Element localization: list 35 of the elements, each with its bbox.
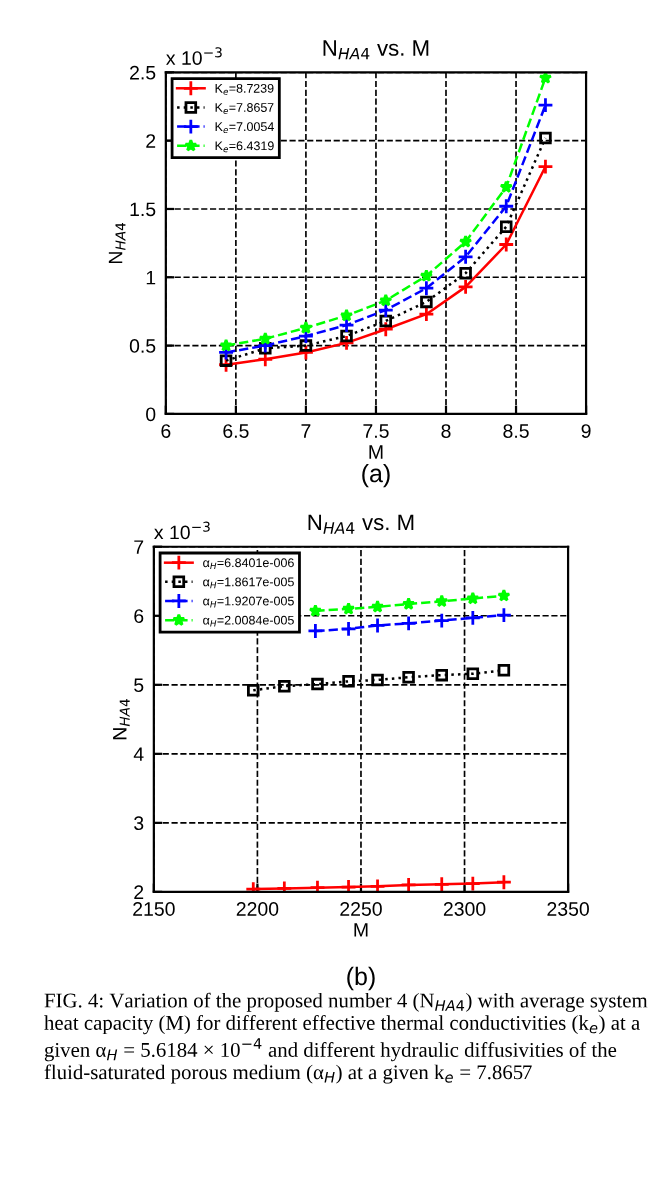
x-tick-label: 2200 — [236, 902, 279, 916]
x-tick-label: 2350 — [547, 902, 589, 916]
x-tick-label: 6 — [161, 424, 171, 438]
x-tick-label: 8 — [441, 424, 451, 438]
text: x 10$^{−3}$ — [166, 47, 222, 65]
y-tick-label: 7 — [134, 540, 144, 554]
y-tick-label: 2.5 — [130, 65, 156, 80]
y-axis-title: N$_{HA4}$ — [108, 222, 126, 264]
x-axis-title: M — [369, 445, 383, 459]
x-tick-label: 8.5 — [503, 424, 529, 438]
x-axis-title: M — [354, 923, 368, 937]
y-tick-label: 3 — [134, 816, 144, 831]
y-tick-label: 4 — [133, 747, 144, 761]
x-tick-label: 6.5 — [223, 424, 249, 438]
chart-title: N$_{HA4}$ vs. M — [308, 514, 414, 534]
y-tick-label: 5 — [134, 678, 144, 693]
y-tick-label: 2 — [134, 885, 144, 899]
y-tick-label: 1.5 — [130, 202, 156, 217]
y-axis-title: N$_{HA4}$ — [113, 699, 130, 740]
x-tick-label: 2300 — [443, 902, 486, 916]
x-tick-label: 2250 — [340, 902, 382, 916]
y-tick-label: 1 — [146, 270, 156, 285]
y-tick-label: 0.5 — [129, 339, 156, 353]
text: (b) — [347, 966, 375, 991]
y-tick-label: 2 — [146, 134, 156, 148]
y-tick-label: 0 — [146, 407, 156, 422]
chart-title: N$_{HA4}$ vs. M — [323, 40, 429, 60]
y-tick-label: 6 — [134, 609, 144, 624]
text: (a) — [362, 463, 390, 488]
x-tick-label: 7.5 — [363, 424, 389, 438]
text: x 10$^{−3}$ — [154, 521, 210, 540]
x-tick-label: 2150 — [133, 902, 175, 916]
text: FIG. 4: Variation of the proposed number 4 (N$_{HA4}$) with average system heat capacity (M) for different effective thermal conductivities (k$_{e}$) at a given α$_{H}$ = 5.6184 × 10$^{−4}$ and different hydraulic diffusivities of the fluid-saturated porous medium (α$_{H}$) at a given k$_{e}$ = 7.8657 — [44, 992, 648, 1084]
x-tick-label: 9 — [581, 424, 591, 438]
x-tick-label: 7 — [301, 424, 311, 438]
